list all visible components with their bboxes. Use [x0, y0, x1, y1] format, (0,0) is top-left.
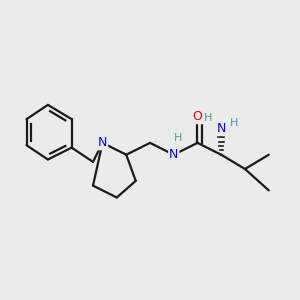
Text: O: O [193, 110, 202, 123]
Text: N: N [98, 136, 107, 149]
Text: H: H [174, 133, 183, 143]
Text: H: H [230, 118, 238, 128]
Text: H: H [204, 113, 212, 123]
Text: N: N [169, 148, 178, 161]
Text: N: N [217, 122, 226, 135]
